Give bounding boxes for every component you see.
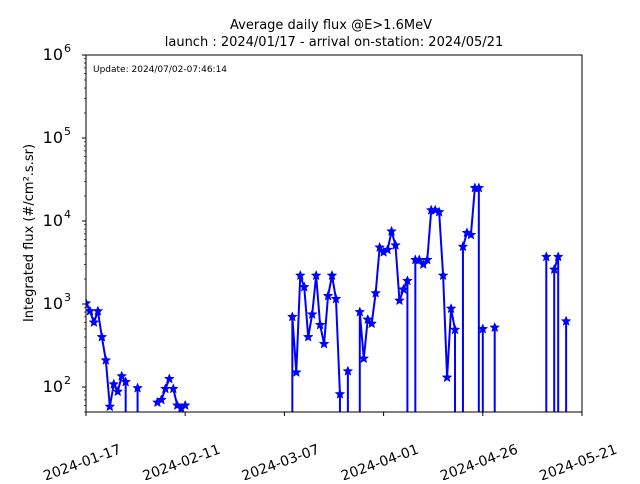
y-tick-exponent: 6 xyxy=(64,42,71,55)
data-point-marker xyxy=(394,294,405,306)
data-point-marker xyxy=(88,316,100,328)
y-tick-label: 10 xyxy=(43,294,63,313)
data-point-marker xyxy=(156,394,167,405)
y-tick-exponent: 3 xyxy=(64,291,71,304)
x-tick-label: 2024-05-21 xyxy=(537,442,619,480)
data-point-marker xyxy=(108,378,120,389)
x-axis: 2024-01-17 2024-02-11 2024-03-07 2024-04-01… xyxy=(41,412,619,484)
data-point-marker xyxy=(302,331,314,342)
data-point-marker xyxy=(86,297,92,308)
update-annotation: Update: 2024/07/02-07:46:14 xyxy=(93,65,227,75)
x-tick-label: 2024-01-17 xyxy=(41,442,123,480)
data-point-marker xyxy=(132,382,143,393)
chart-subtitle: launch : 2024/01/17 - arrival on-station… xyxy=(165,35,503,50)
series-line-segment xyxy=(291,274,341,412)
x-tick-label: 2024-02-11 xyxy=(141,442,223,480)
data-point-marker xyxy=(552,251,564,262)
series-line-segment xyxy=(553,255,560,412)
data-point-marker xyxy=(306,308,318,319)
data-point-marker xyxy=(366,317,378,329)
data-point-marker xyxy=(318,338,330,349)
data-point-marker xyxy=(457,241,469,252)
data-point-marker xyxy=(298,281,310,292)
data-point-marker xyxy=(417,258,429,269)
data-point-marker xyxy=(441,371,453,383)
data-point-marker xyxy=(286,311,298,322)
y-tick-label: 10 xyxy=(43,377,63,396)
data-point-marker xyxy=(163,373,175,384)
data-point-marker xyxy=(120,376,132,387)
data-point-marker xyxy=(449,324,461,335)
series-layer xyxy=(86,182,572,412)
y-tick-exponent: 2 xyxy=(64,374,71,387)
data-point-marker xyxy=(398,283,409,294)
plot-frame xyxy=(85,54,583,413)
data-point-marker xyxy=(465,229,477,240)
y-tick-label: 10 xyxy=(43,45,63,64)
y-tick-exponent: 5 xyxy=(64,125,71,138)
data-point-marker xyxy=(477,323,489,334)
data-point-marker xyxy=(386,225,397,236)
data-point-marker xyxy=(326,269,338,281)
data-point-marker xyxy=(322,290,334,301)
data-point-marker xyxy=(342,365,354,376)
series-line-segment xyxy=(461,186,480,412)
data-point-marker xyxy=(167,383,179,394)
data-point-marker xyxy=(310,269,322,281)
data-point-marker xyxy=(362,313,374,325)
chart-title: Average daily flux @E>1.6MeV xyxy=(230,18,432,33)
data-point-marker xyxy=(548,263,560,275)
data-point-marker xyxy=(334,388,346,399)
y-tick-label: 10 xyxy=(43,211,63,230)
data-point-marker xyxy=(354,306,366,317)
data-point-marker xyxy=(314,319,326,330)
data-point-marker xyxy=(179,399,191,411)
data-point-marker xyxy=(370,287,382,298)
data-point-marker xyxy=(433,206,445,217)
data-point-marker xyxy=(116,370,128,381)
data-point-marker xyxy=(390,239,401,250)
x-tick-label: 2024-04-01 xyxy=(339,442,421,480)
y-axis-label: Integrated flux (#/cm².s.sr) xyxy=(22,144,37,322)
data-point-marker xyxy=(96,331,108,342)
x-tick-label: 2024-04-26 xyxy=(438,442,520,480)
data-point-marker xyxy=(100,354,112,365)
data-point-marker xyxy=(330,293,342,304)
data-point-marker xyxy=(382,244,393,255)
data-point-marker xyxy=(294,269,306,281)
y-tick-label: 10 xyxy=(43,128,63,147)
data-point-marker xyxy=(473,182,485,193)
data-point-marker xyxy=(560,315,572,326)
data-point-marker xyxy=(421,254,433,265)
data-point-marker xyxy=(374,241,386,253)
data-point-marker xyxy=(445,302,457,314)
x-tick-label: 2024-03-07 xyxy=(240,442,322,480)
data-point-marker xyxy=(489,321,501,333)
data-point-marker xyxy=(112,385,124,397)
data-point-marker xyxy=(92,305,104,316)
data-point-marker xyxy=(437,269,449,281)
data-point-marker xyxy=(358,352,370,364)
y-tick-exponent: 4 xyxy=(64,208,71,221)
data-point-marker xyxy=(104,400,116,412)
data-point-marker xyxy=(540,251,552,262)
data-point-marker xyxy=(402,275,413,286)
data-point-marker xyxy=(290,366,302,377)
